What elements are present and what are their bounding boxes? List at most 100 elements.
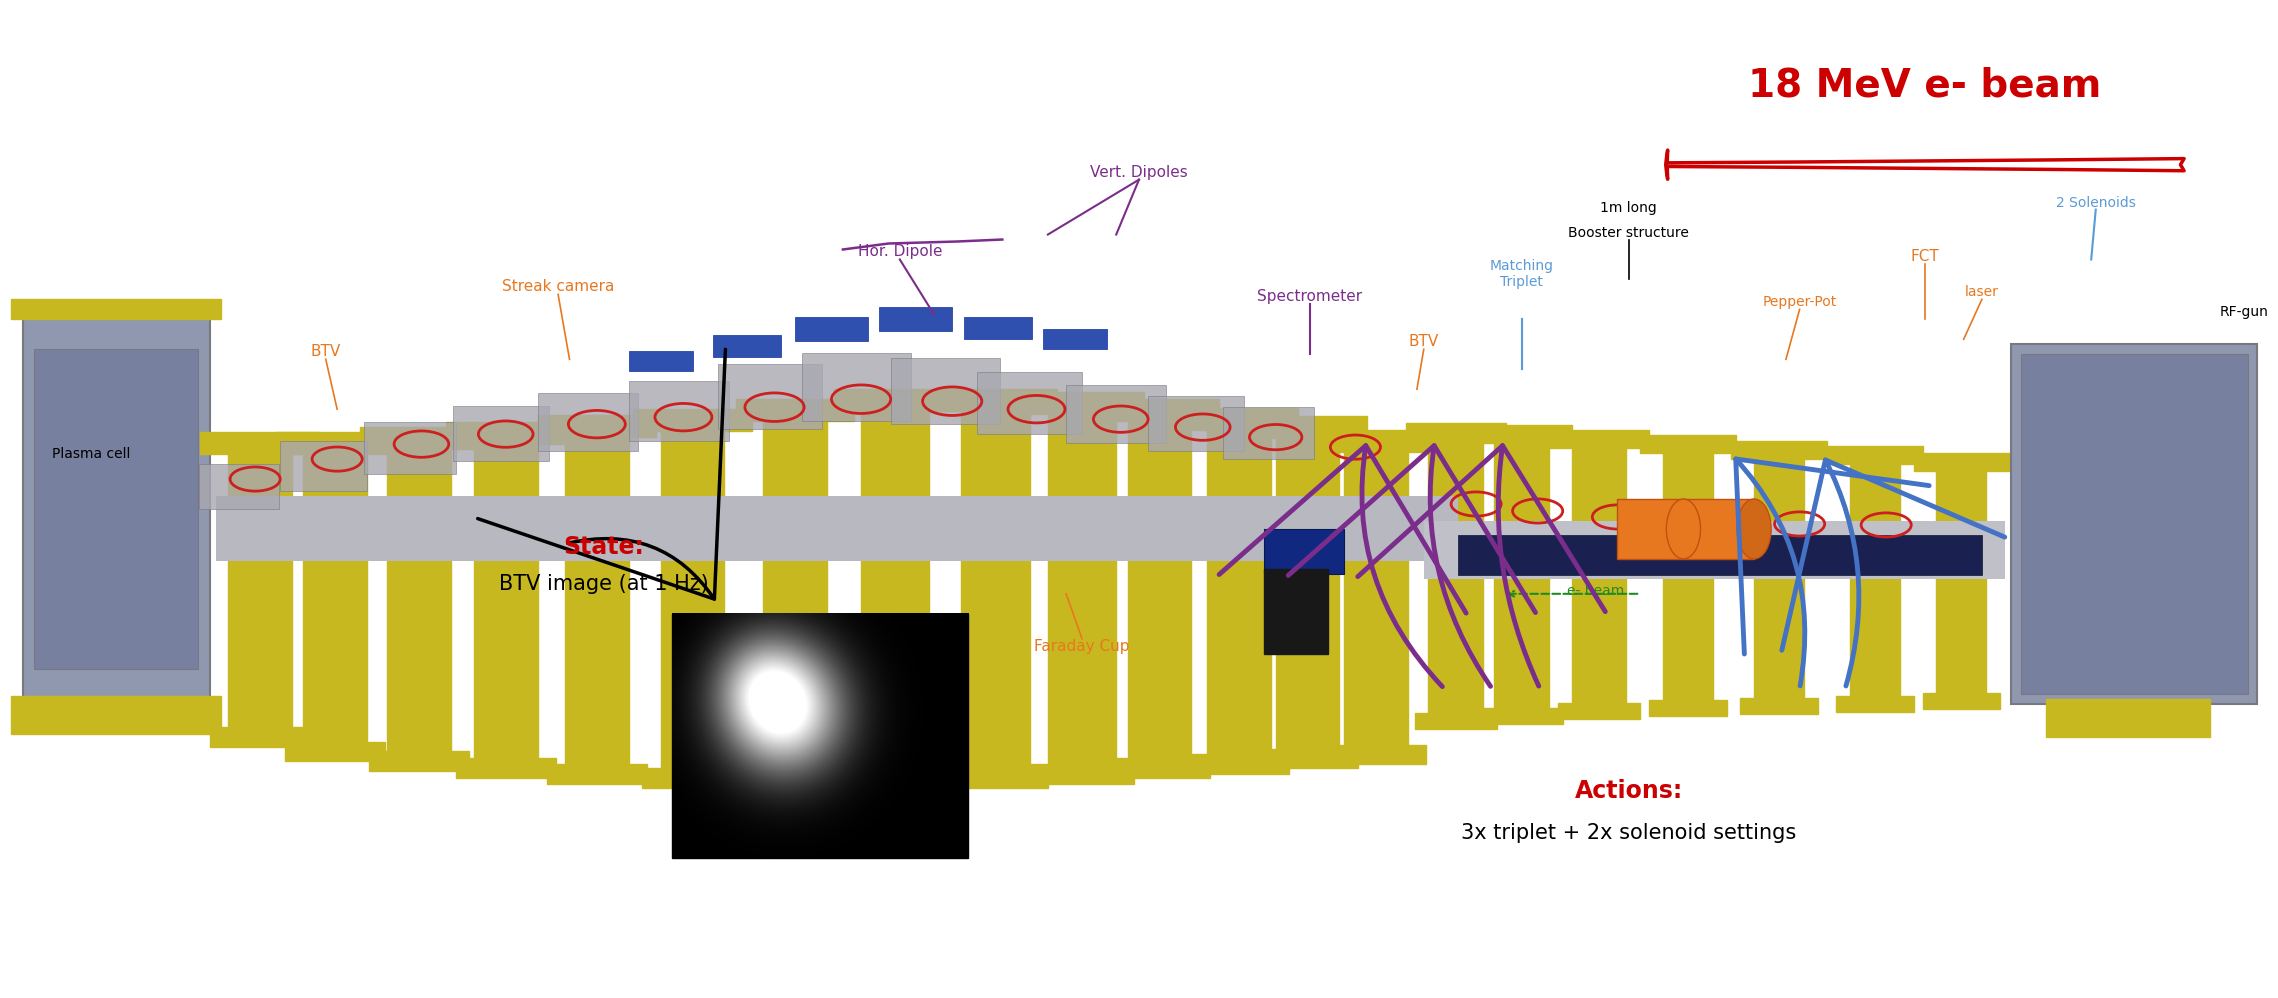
Bar [1207, 415, 1271, 756]
Bar [456, 758, 556, 778]
Bar [1850, 452, 1900, 697]
FancyBboxPatch shape [1424, 521, 2005, 579]
FancyArrowPatch shape [1289, 446, 1535, 687]
FancyArrowPatch shape [1219, 446, 1467, 687]
FancyArrowPatch shape [478, 349, 724, 599]
Text: BTV image (at 1 Hz): BTV image (at 1 Hz) [499, 574, 708, 594]
Text: FCT: FCT [1911, 250, 1939, 264]
Text: State:: State: [563, 535, 645, 559]
Bar [1066, 385, 1166, 443]
Bar [1257, 748, 1358, 768]
Bar [843, 771, 948, 791]
FancyBboxPatch shape [216, 496, 1458, 561]
Bar [977, 372, 1082, 434]
Bar [718, 364, 822, 429]
Text: Matching
Triplet: Matching Triplet [1490, 259, 1554, 289]
Text: Streak camera: Streak camera [501, 279, 615, 294]
Bar [11, 696, 221, 734]
Bar [474, 429, 538, 760]
FancyBboxPatch shape [23, 319, 210, 699]
Bar [1048, 399, 1116, 766]
Bar [1827, 446, 1923, 464]
Bar [802, 353, 911, 421]
Text: 18 MeV e- beam: 18 MeV e- beam [1747, 67, 2103, 105]
Bar [1617, 499, 1754, 559]
Bar [633, 409, 752, 431]
Text: Actions:: Actions: [1574, 779, 1683, 803]
Bar [565, 422, 629, 766]
Bar [1731, 441, 1827, 459]
Bar [1043, 329, 1107, 349]
Bar [1914, 453, 2009, 471]
Bar [453, 406, 549, 461]
Bar [1740, 698, 1818, 714]
Bar [1148, 396, 1244, 451]
FancyBboxPatch shape [1458, 535, 1982, 575]
Bar [1248, 416, 1367, 438]
Bar [276, 432, 394, 454]
Bar [1649, 700, 1727, 716]
Bar [280, 441, 367, 491]
Bar [745, 771, 845, 791]
Bar [200, 432, 319, 454]
Text: Vert. Dipoles: Vert. Dipoles [1091, 165, 1187, 180]
Bar [1428, 429, 1483, 714]
Bar [285, 742, 385, 761]
Bar [1572, 436, 1626, 704]
Bar [11, 299, 221, 319]
Bar [1317, 430, 1435, 452]
Text: laser: laser [1966, 285, 1998, 299]
Bar [879, 307, 952, 331]
Bar [538, 415, 656, 437]
Bar [891, 358, 1000, 424]
FancyBboxPatch shape [2021, 354, 2248, 694]
Text: BTV: BTV [1408, 334, 1440, 349]
Bar [834, 389, 957, 411]
Bar [934, 389, 1057, 411]
FancyBboxPatch shape [34, 349, 198, 669]
Bar [1836, 696, 1914, 712]
FancyBboxPatch shape [2011, 344, 2257, 704]
Bar [642, 768, 743, 788]
Text: RF-gun: RF-gun [2219, 305, 2269, 319]
FancyArrowPatch shape [1736, 459, 1929, 686]
Bar [1481, 708, 1563, 724]
Bar [364, 422, 456, 474]
Bar [1663, 441, 1713, 701]
Bar [1189, 754, 1289, 774]
Bar [1276, 423, 1339, 750]
Bar [387, 434, 451, 753]
Bar [763, 406, 827, 773]
Bar [446, 422, 565, 444]
Bar [1472, 425, 1572, 443]
Bar [547, 764, 647, 784]
Bar [629, 351, 693, 371]
Bar [2046, 699, 2210, 737]
Bar [1264, 569, 1328, 654]
Bar [795, 317, 868, 341]
Bar [1923, 693, 2000, 709]
Bar [661, 416, 724, 770]
Bar [1109, 758, 1210, 778]
Text: Hor. Dipole: Hor. Dipole [857, 245, 943, 259]
Ellipse shape [1736, 499, 1770, 559]
Bar [360, 427, 478, 449]
Bar [1344, 437, 1408, 747]
Bar [1100, 399, 1219, 421]
Bar [303, 439, 367, 744]
Bar [736, 399, 854, 421]
Bar [629, 381, 729, 441]
Bar [943, 768, 1048, 788]
Text: Spectrometer: Spectrometer [1257, 289, 1362, 304]
Bar [538, 393, 638, 451]
Text: 1m long: 1m long [1601, 201, 1656, 215]
Bar [1021, 392, 1144, 414]
Bar [228, 439, 292, 729]
Bar [1128, 406, 1191, 760]
FancyArrowPatch shape [1781, 460, 2005, 686]
Bar [1030, 764, 1134, 784]
Bar [1494, 431, 1549, 709]
FancyArrowPatch shape [1358, 446, 1606, 686]
Bar [210, 727, 310, 747]
Bar [1754, 447, 1804, 699]
